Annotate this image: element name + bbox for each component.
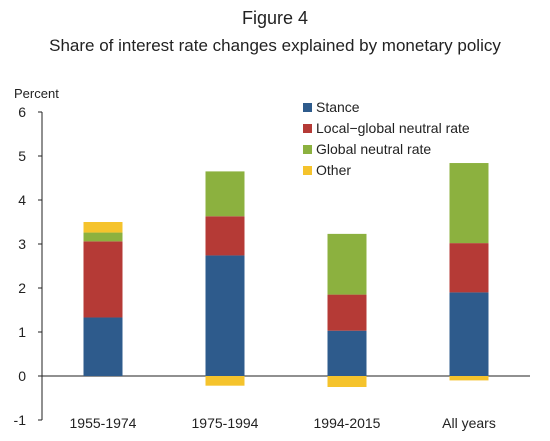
bar-segment [327, 294, 367, 331]
y-axis-label: Percent [14, 86, 59, 101]
figure-label: Figure 4 [241, 8, 309, 28]
y-tick-label: 5 [18, 148, 26, 164]
bar-segment [449, 243, 489, 293]
bar-segment [327, 233, 367, 295]
chart-subtitle: Share of interest rate changes explained… [49, 36, 501, 55]
bar-segment [83, 232, 123, 242]
legend-label: Global neutral rate [316, 141, 431, 157]
y-tick-label: 3 [18, 236, 26, 252]
bars [83, 163, 489, 387]
axes [38, 111, 530, 421]
bar-segment [449, 292, 489, 376]
bar-segment [205, 171, 245, 217]
bar-segment [83, 241, 123, 318]
legend-label: Other [316, 162, 351, 178]
x-tick-label: All years [442, 415, 496, 431]
y-tick-label: 1 [18, 324, 26, 340]
x-tick-label: 1955-1974 [70, 415, 137, 431]
bar-segment [327, 330, 367, 376]
legend-label: Local−global neutral rate [316, 120, 470, 136]
x-tick-label: 1994-2015 [314, 415, 381, 431]
legend: Stance Local−global neutral rate Global ne… [303, 99, 470, 178]
legend-swatch [303, 124, 312, 133]
legend-swatch [303, 145, 312, 154]
y-tick-label: 4 [18, 192, 26, 208]
bar-segment [83, 222, 123, 233]
bar-segment [327, 376, 367, 387]
y-tick-label: 0 [18, 368, 26, 384]
legend-swatch [303, 166, 312, 175]
bar-segment [83, 317, 123, 376]
bar-segment [449, 163, 489, 244]
bar-segment [205, 216, 245, 256]
bar-segment [205, 376, 245, 386]
tick-labels: -1 0 1 2 3 4 5 6 1955-1974 1975-1994 1994-2015 All … [14, 104, 496, 431]
bar-segment [205, 255, 245, 376]
y-tick-label: -1 [14, 412, 27, 428]
bar-segment [449, 376, 489, 381]
y-tick-label: 6 [18, 104, 26, 120]
legend-swatch [303, 103, 312, 112]
legend-label: Stance [316, 99, 360, 115]
x-tick-label: 1975-1994 [192, 415, 259, 431]
y-tick-label: 2 [18, 280, 26, 296]
